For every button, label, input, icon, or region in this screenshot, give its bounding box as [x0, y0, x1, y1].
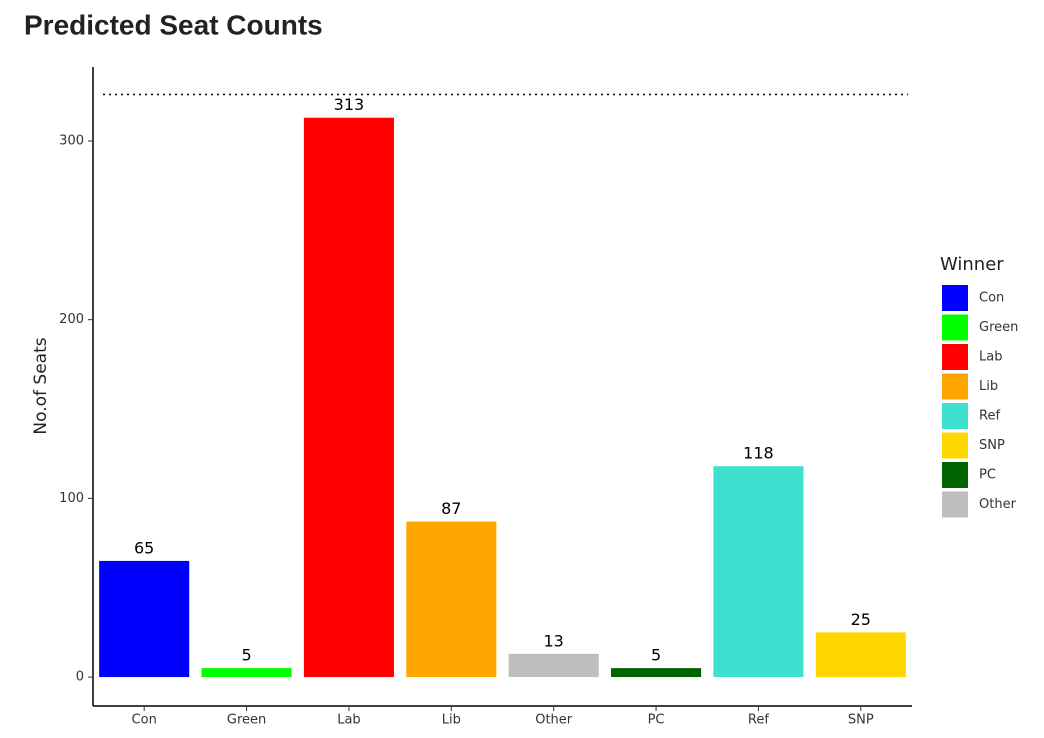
data-label: 118 — [743, 444, 774, 463]
y-tick-label: 200 — [59, 312, 84, 327]
bar — [406, 521, 497, 678]
y-tick-label: 300 — [59, 133, 84, 148]
legend-title: Winner — [940, 254, 1004, 275]
x-tick-label: Ref — [748, 713, 769, 728]
data-label: 13 — [544, 631, 564, 650]
legend-label: SNP — [979, 438, 1005, 453]
bar — [99, 560, 190, 678]
x-tick-label: Green — [227, 713, 266, 728]
bar — [303, 117, 394, 678]
legend-label: PC — [979, 468, 996, 483]
legend-key — [942, 403, 968, 429]
legend-label: Other — [979, 497, 1017, 512]
bar — [611, 668, 702, 678]
chart-title: Predicted Seat Counts — [24, 9, 323, 40]
x-tick-label: Lib — [442, 713, 461, 728]
x-tick-label: Lab — [337, 713, 360, 728]
y-tick-label: 0 — [76, 670, 84, 685]
bar — [713, 466, 804, 678]
legend-label: Green — [979, 320, 1018, 335]
legend-label: Con — [979, 291, 1004, 306]
data-label: 5 — [651, 646, 661, 665]
x-tick-label: Other — [535, 713, 573, 728]
x-tick-label: SNP — [848, 713, 874, 728]
legend-label: Lib — [979, 379, 998, 394]
data-label: 65 — [134, 538, 154, 557]
legend-key — [942, 432, 968, 459]
data-label: 5 — [241, 646, 251, 665]
x-tick-label: Con — [132, 713, 157, 728]
x-tick-label: PC — [648, 713, 665, 728]
y-tick-label: 100 — [59, 491, 84, 506]
bar — [508, 653, 599, 678]
legend-key — [942, 462, 968, 488]
y-axis-label: No.of Seats — [31, 337, 51, 434]
legend-label: Lab — [979, 350, 1002, 365]
bar — [815, 632, 906, 678]
data-label: 87 — [441, 499, 461, 518]
legend-key — [942, 491, 968, 518]
data-label: 313 — [334, 95, 365, 114]
legend-key — [942, 285, 968, 311]
legend-label: Ref — [979, 409, 1000, 424]
legend-key — [942, 314, 968, 341]
bar — [201, 668, 292, 678]
legend-key — [942, 373, 968, 400]
data-label: 25 — [851, 610, 871, 629]
legend-key — [942, 344, 968, 370]
